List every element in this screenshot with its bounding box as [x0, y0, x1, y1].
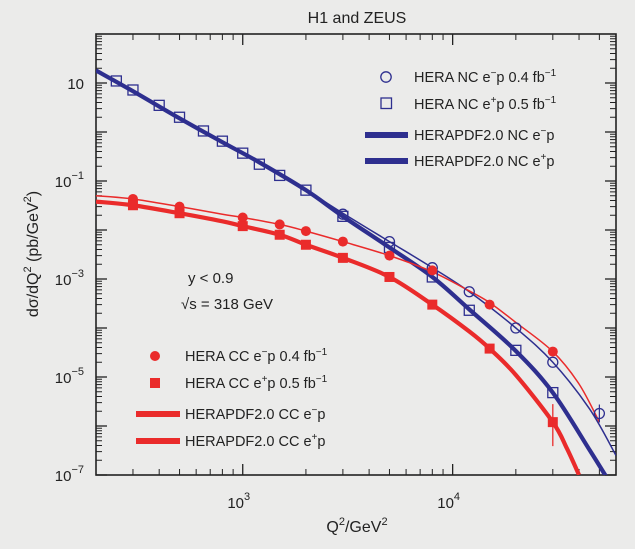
legend-cc-em-marker — [150, 351, 160, 361]
point-hera-cc-e-p-0-5-fb-1 — [337, 252, 348, 263]
point-hera-nc-e-p-0-4-fb-1 — [510, 322, 522, 334]
curve-herapdf2-0-cc-e-p — [96, 195, 601, 423]
y-tick-label: 10 — [67, 76, 84, 93]
point-hera-nc-e-p-0-5-fb-1 — [110, 75, 122, 87]
sqrt-s-symbol: √s — [181, 296, 197, 313]
point-hera-cc-e-p-0-5-fb-1 — [127, 200, 138, 211]
point-hera-cc-e-p-0-4-fb-1 — [384, 250, 395, 261]
sqrt-s-annotation: √s = 318 GeV — [181, 296, 273, 313]
point-hera-nc-e-p-0-5-fb-1 — [547, 386, 559, 399]
axis-ticks — [95, 34, 617, 476]
point-hera-cc-e-p-0-5-fb-1 — [427, 299, 438, 310]
y-axis-label: dσ/dQ2 (pb/GeV2) — [22, 191, 42, 317]
point-hera-cc-e-p-0-5-fb-1 — [300, 239, 311, 250]
point-hera-nc-e-p-0-5-fb-1 — [337, 210, 349, 222]
point-hera-nc-e-p-0-5-fb-1 — [153, 99, 165, 111]
point-hera-cc-e-p-0-5-fb-1 — [237, 221, 248, 232]
data-markers — [110, 75, 606, 447]
point-hera-nc-e-p-0-5-fb-1 — [274, 169, 286, 182]
legend-nc-em-data: HERA NC e−p 0.4 fb−1 — [414, 68, 557, 86]
axis-tick-labels: 10 10−1 10−3 10−5 10−7 103 104 — [55, 76, 460, 512]
y-tick-label: 10−7 — [55, 464, 84, 485]
point-hera-nc-e-p-0-5-fb-1 — [300, 184, 312, 196]
point-hera-cc-e-p-0-4-fb-1 — [237, 212, 248, 223]
curve-herapdf2-0-cc-e-p — [96, 199, 581, 475]
x-tick-label: 104 — [437, 491, 460, 512]
plot-frame — [95, 33, 617, 476]
point-hera-nc-e-p-0-4-fb-1 — [463, 286, 475, 298]
y-cut-annotation: y < 0.9 — [188, 270, 233, 287]
legend-cc-em-data: HERA CC e−p 0.4 fb−1 — [185, 347, 328, 365]
point-hera-cc-e-p-0-4-fb-1 — [547, 346, 558, 357]
point-hera-nc-e-p-0-5-fb-1 — [127, 84, 139, 96]
legend-cc: HERA CC e−p 0.4 fb−1 HERA CC e+p 0.5 fb−… — [136, 347, 328, 450]
point-hera-nc-e-p-0-5-fb-1 — [510, 344, 522, 356]
point-hera-nc-e-p-0-5-fb-1 — [197, 125, 210, 137]
point-hera-nc-e-p-0-5-fb-1 — [463, 304, 475, 316]
legend-nc-ep-data: HERA NC e+p 0.5 fb−1 — [414, 95, 557, 113]
point-hera-nc-e-p-0-4-fb-1 — [383, 235, 396, 248]
y-tick-label: 10−5 — [55, 366, 84, 387]
point-hera-nc-e-p-0-4-fb-1 — [547, 356, 559, 368]
y-tick-label: 10−1 — [55, 170, 84, 191]
legend-cc-ep-marker — [150, 378, 160, 388]
point-hera-cc-e-p-0-4-fb-1 — [300, 226, 311, 237]
legend-nc-ep-marker — [380, 97, 393, 110]
point-hera-cc-e-p-0-4-fb-1 — [274, 219, 285, 230]
sqrt-s-value: = 318 GeV — [197, 296, 273, 313]
point-hera-cc-e-p-0-5-fb-1 — [174, 208, 185, 219]
legend-nc-ep-fit: HERAPDF2.0 NC e+p — [414, 152, 554, 170]
point-hera-nc-e-p-0-5-fb-1 — [216, 135, 229, 147]
point-hera-cc-e-p-0-4-fb-1 — [427, 265, 438, 276]
legend-nc-em-fit: HERAPDF2.0 NC e−p — [414, 126, 554, 144]
point-hera-nc-e-p-0-5-fb-1 — [173, 111, 186, 123]
legend-nc: HERA NC e−p 0.4 fb−1 HERA NC e+p 0.5 fb−… — [365, 68, 557, 170]
point-hera-nc-e-p-0-5-fb-1 — [237, 147, 249, 159]
point-hera-cc-e-p-0-4-fb-1 — [337, 236, 348, 247]
legend-cc-em-fit: HERAPDF2.0 CC e−p — [185, 405, 325, 423]
point-hera-cc-e-p-0-5-fb-1 — [484, 343, 495, 354]
y-tick-label: 10−3 — [55, 268, 84, 289]
point-hera-nc-e-p-0-5-fb-1 — [253, 158, 266, 170]
point-hera-cc-e-p-0-5-fb-1 — [274, 229, 285, 240]
x-axis-label: Q2/GeV2 — [326, 516, 387, 536]
legend-cc-ep-fit: HERAPDF2.0 CC e+p — [185, 432, 325, 450]
chart-title: H1 and ZEUS — [308, 10, 407, 27]
legend-cc-ep-data: HERA CC e+p 0.5 fb−1 — [185, 374, 328, 392]
x-tick-label: 103 — [227, 491, 250, 512]
point-hera-cc-e-p-0-4-fb-1 — [484, 299, 495, 310]
point-hera-cc-e-p-0-5-fb-1 — [384, 271, 395, 282]
legend-nc-em-marker — [380, 71, 392, 83]
